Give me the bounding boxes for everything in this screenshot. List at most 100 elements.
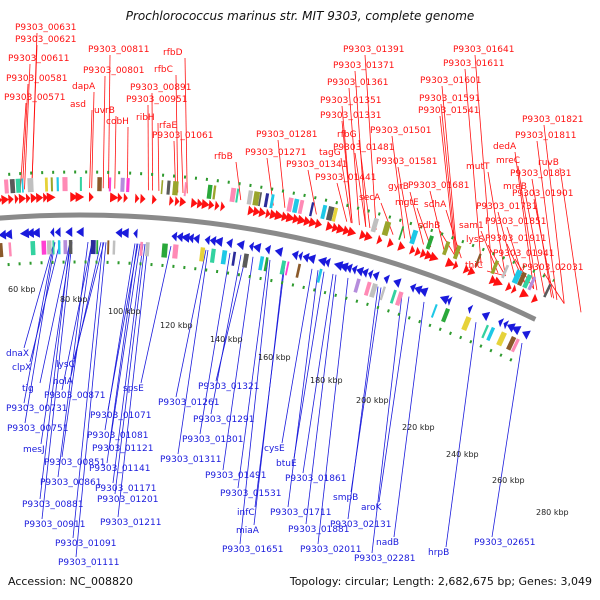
- leader-line-forward: [348, 87, 360, 226]
- reverse-feature-block: [258, 256, 265, 271]
- reverse-feature-block: [395, 291, 404, 306]
- reverse-feature-block: [209, 248, 216, 263]
- reverse-colored-features: [0, 240, 520, 353]
- leader-line-reverse: [41, 241, 73, 520]
- outer-dotted-ring: [0, 170, 555, 283]
- gene-label-reverse: P9303_01301: [182, 435, 243, 445]
- leader-line-reverse: [117, 244, 149, 518]
- forward-feature-block: [425, 235, 434, 250]
- leader-line-forward: [441, 85, 458, 257]
- reverse-feature-block: [199, 247, 206, 262]
- forward-gene-arrow: [46, 192, 56, 203]
- gene-label-forward: ruvB: [538, 158, 559, 168]
- forward-gene-arrow: [265, 208, 271, 219]
- forward-gene-arrow: [314, 218, 322, 229]
- forward-feature-block: [522, 274, 533, 289]
- reverse-gene-arrow: [498, 318, 505, 328]
- forward-feature-block: [292, 198, 300, 214]
- forward-gene-arrow: [336, 223, 346, 234]
- tick-label: 220 kbp: [402, 423, 435, 432]
- reverse-feature-block: [0, 242, 4, 258]
- tick-label: 80 kbp: [60, 295, 88, 304]
- gene-label-forward: P9303_02031: [522, 263, 583, 273]
- forward-feature-block: [246, 190, 254, 205]
- forward-colored-features: [3, 177, 552, 298]
- forward-gene-arrow: [492, 276, 503, 286]
- gene-label-forward: P9303_01371: [333, 61, 394, 71]
- reverse-feature-block: [363, 281, 372, 296]
- reverse-gene-arrow: [506, 323, 516, 333]
- forward-gene-arrow: [331, 222, 339, 233]
- forward-feature-block: [511, 269, 523, 285]
- gene-label-forward: P9303_01271: [245, 148, 306, 158]
- reverse-gene-arrow: [54, 227, 61, 238]
- gene-label-forward: P9303_00631: [15, 23, 76, 33]
- gene-label-reverse: P9303_01081: [87, 431, 148, 441]
- reverse-feature-block: [112, 240, 116, 255]
- forward-feature-block: [206, 184, 213, 200]
- reverse-feature-block: [220, 250, 228, 265]
- gene-label-reverse: P9303_01261: [158, 398, 219, 408]
- leader-line-reverse: [114, 244, 146, 495]
- reverse-gene-arrow: [76, 227, 84, 238]
- reverse-feature-block: [510, 338, 520, 353]
- forward-gene-arrow: [201, 199, 210, 209]
- leader-line-reverse: [109, 243, 141, 444]
- leader-line-reverse: [23, 242, 55, 349]
- reverse-gene-arrow: [410, 283, 417, 293]
- gene-label-reverse: P9303_01111: [58, 558, 119, 568]
- gene-label-reverse: P9303_01311: [160, 455, 221, 465]
- reverse-gene-arrow: [503, 320, 510, 330]
- gene-label-forward: P9303_01281: [256, 130, 317, 140]
- forward-gene-arrow: [414, 246, 421, 257]
- forward-gene-arrow: [504, 281, 512, 292]
- forward-feature-block: [258, 192, 263, 207]
- leader-line-reverse: [61, 242, 93, 391]
- reverse-gene-arrow: [265, 244, 272, 255]
- gene-label-forward: P9303_01481: [333, 143, 394, 153]
- leader-line-forward: [91, 91, 95, 189]
- forward-gene-arrow: [409, 244, 416, 255]
- gene-label-forward: P9303_01441: [315, 173, 376, 183]
- gene-label-forward: P9303_01941: [493, 249, 554, 259]
- forward-gene-arrow: [285, 212, 296, 223]
- leader-line-forward: [486, 270, 505, 276]
- reverse-gene-arrow: [383, 274, 390, 285]
- reverse-gene-arrow: [414, 285, 423, 295]
- leader-line-reverse: [378, 296, 410, 503]
- reverse-feature-block: [139, 241, 144, 256]
- forward-gene-arrow: [419, 248, 427, 258]
- leader-line-reverse: [23, 242, 55, 404]
- reverse-feature-block: [30, 240, 36, 256]
- leader-line-forward: [22, 83, 29, 190]
- gene-label-reverse: btuE: [276, 459, 297, 469]
- gene-label-forward: uvrB: [94, 106, 115, 116]
- leader-line-reverse: [222, 256, 254, 471]
- gene-label-forward: P9303_01061: [152, 131, 213, 141]
- gene-label-forward: P9303_01681: [408, 181, 469, 191]
- forward-gene-arrow: [519, 288, 529, 298]
- reverse-feature-block: [353, 278, 361, 293]
- forward-gene-arrow: [274, 210, 284, 221]
- forward-gene-arrow: [134, 193, 140, 204]
- gene-label-forward: P9303_01541: [418, 106, 479, 116]
- genome-rings: [0, 170, 555, 364]
- reverse-feature-block: [379, 286, 386, 301]
- reverse-gene-arrow: [419, 287, 429, 297]
- forward-gene-arrow: [488, 274, 497, 285]
- forward-feature-block: [50, 177, 54, 192]
- reverse-gene-arrow: [3, 229, 13, 240]
- reverse-gene-arrow: [307, 254, 316, 265]
- gene-label-forward: P9303_01811: [515, 131, 576, 141]
- forward-feature-block: [269, 194, 275, 209]
- forward-gene-arrow: [214, 200, 220, 211]
- gene-labels-forward: P9303_00631 P9303_00621 P9303_00611 P9303_0…: [4, 23, 583, 273]
- gene-label-forward: dapA: [72, 82, 96, 92]
- reverse-feature-block: [389, 289, 397, 304]
- reverse-gene-arrow: [362, 268, 369, 278]
- leader-line-reverse: [305, 274, 337, 525]
- reverse-gene-arrow: [180, 232, 190, 243]
- leader-line-forward: [157, 122, 160, 191]
- forward-gene-arrow: [397, 241, 406, 251]
